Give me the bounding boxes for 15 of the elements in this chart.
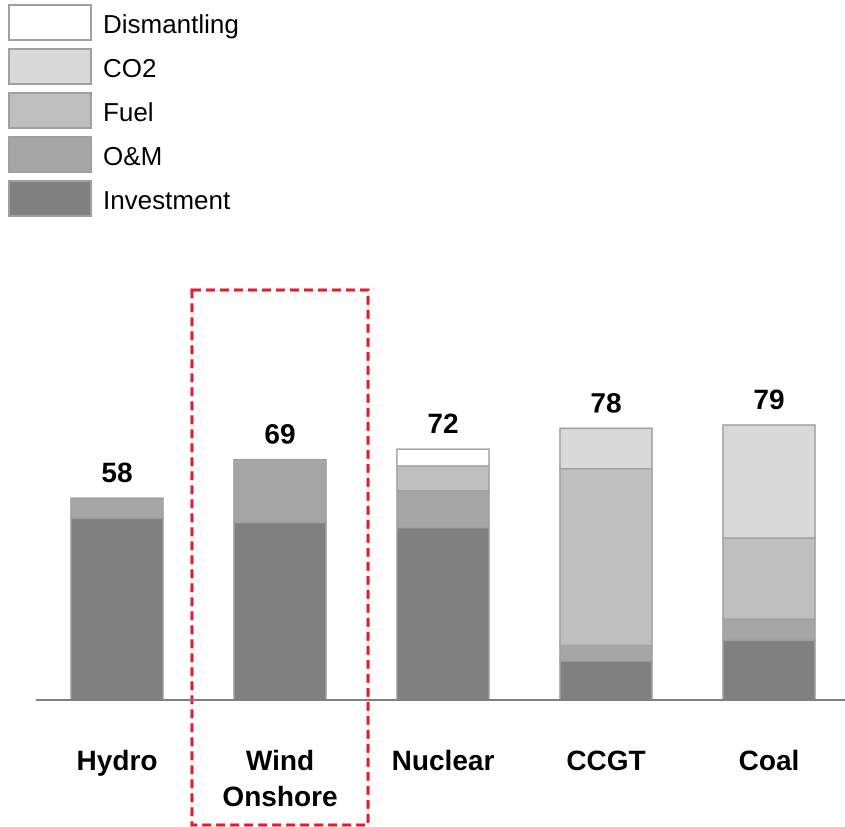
legend-label: Dismantling bbox=[103, 9, 239, 39]
annotation: 79 bbox=[753, 384, 785, 415]
x-tick-label: CCGT bbox=[566, 745, 646, 776]
annotation: 69 bbox=[264, 418, 296, 450]
legend-label: Fuel bbox=[103, 97, 154, 127]
annotation: 78 bbox=[590, 387, 622, 418]
annotation: 72 bbox=[427, 408, 459, 440]
x-tick-label: Coal bbox=[738, 745, 800, 776]
x-tick-label: Wind Onshore bbox=[222, 745, 338, 812]
annotation: 58 bbox=[101, 457, 133, 488]
legend-label: Investment bbox=[103, 185, 231, 215]
x-tick-label: Hydro bbox=[76, 745, 158, 776]
legend-label: O&M bbox=[103, 141, 162, 171]
legend-label: CO2 bbox=[103, 53, 156, 83]
x-tick-label: Nuclear bbox=[392, 745, 494, 776]
